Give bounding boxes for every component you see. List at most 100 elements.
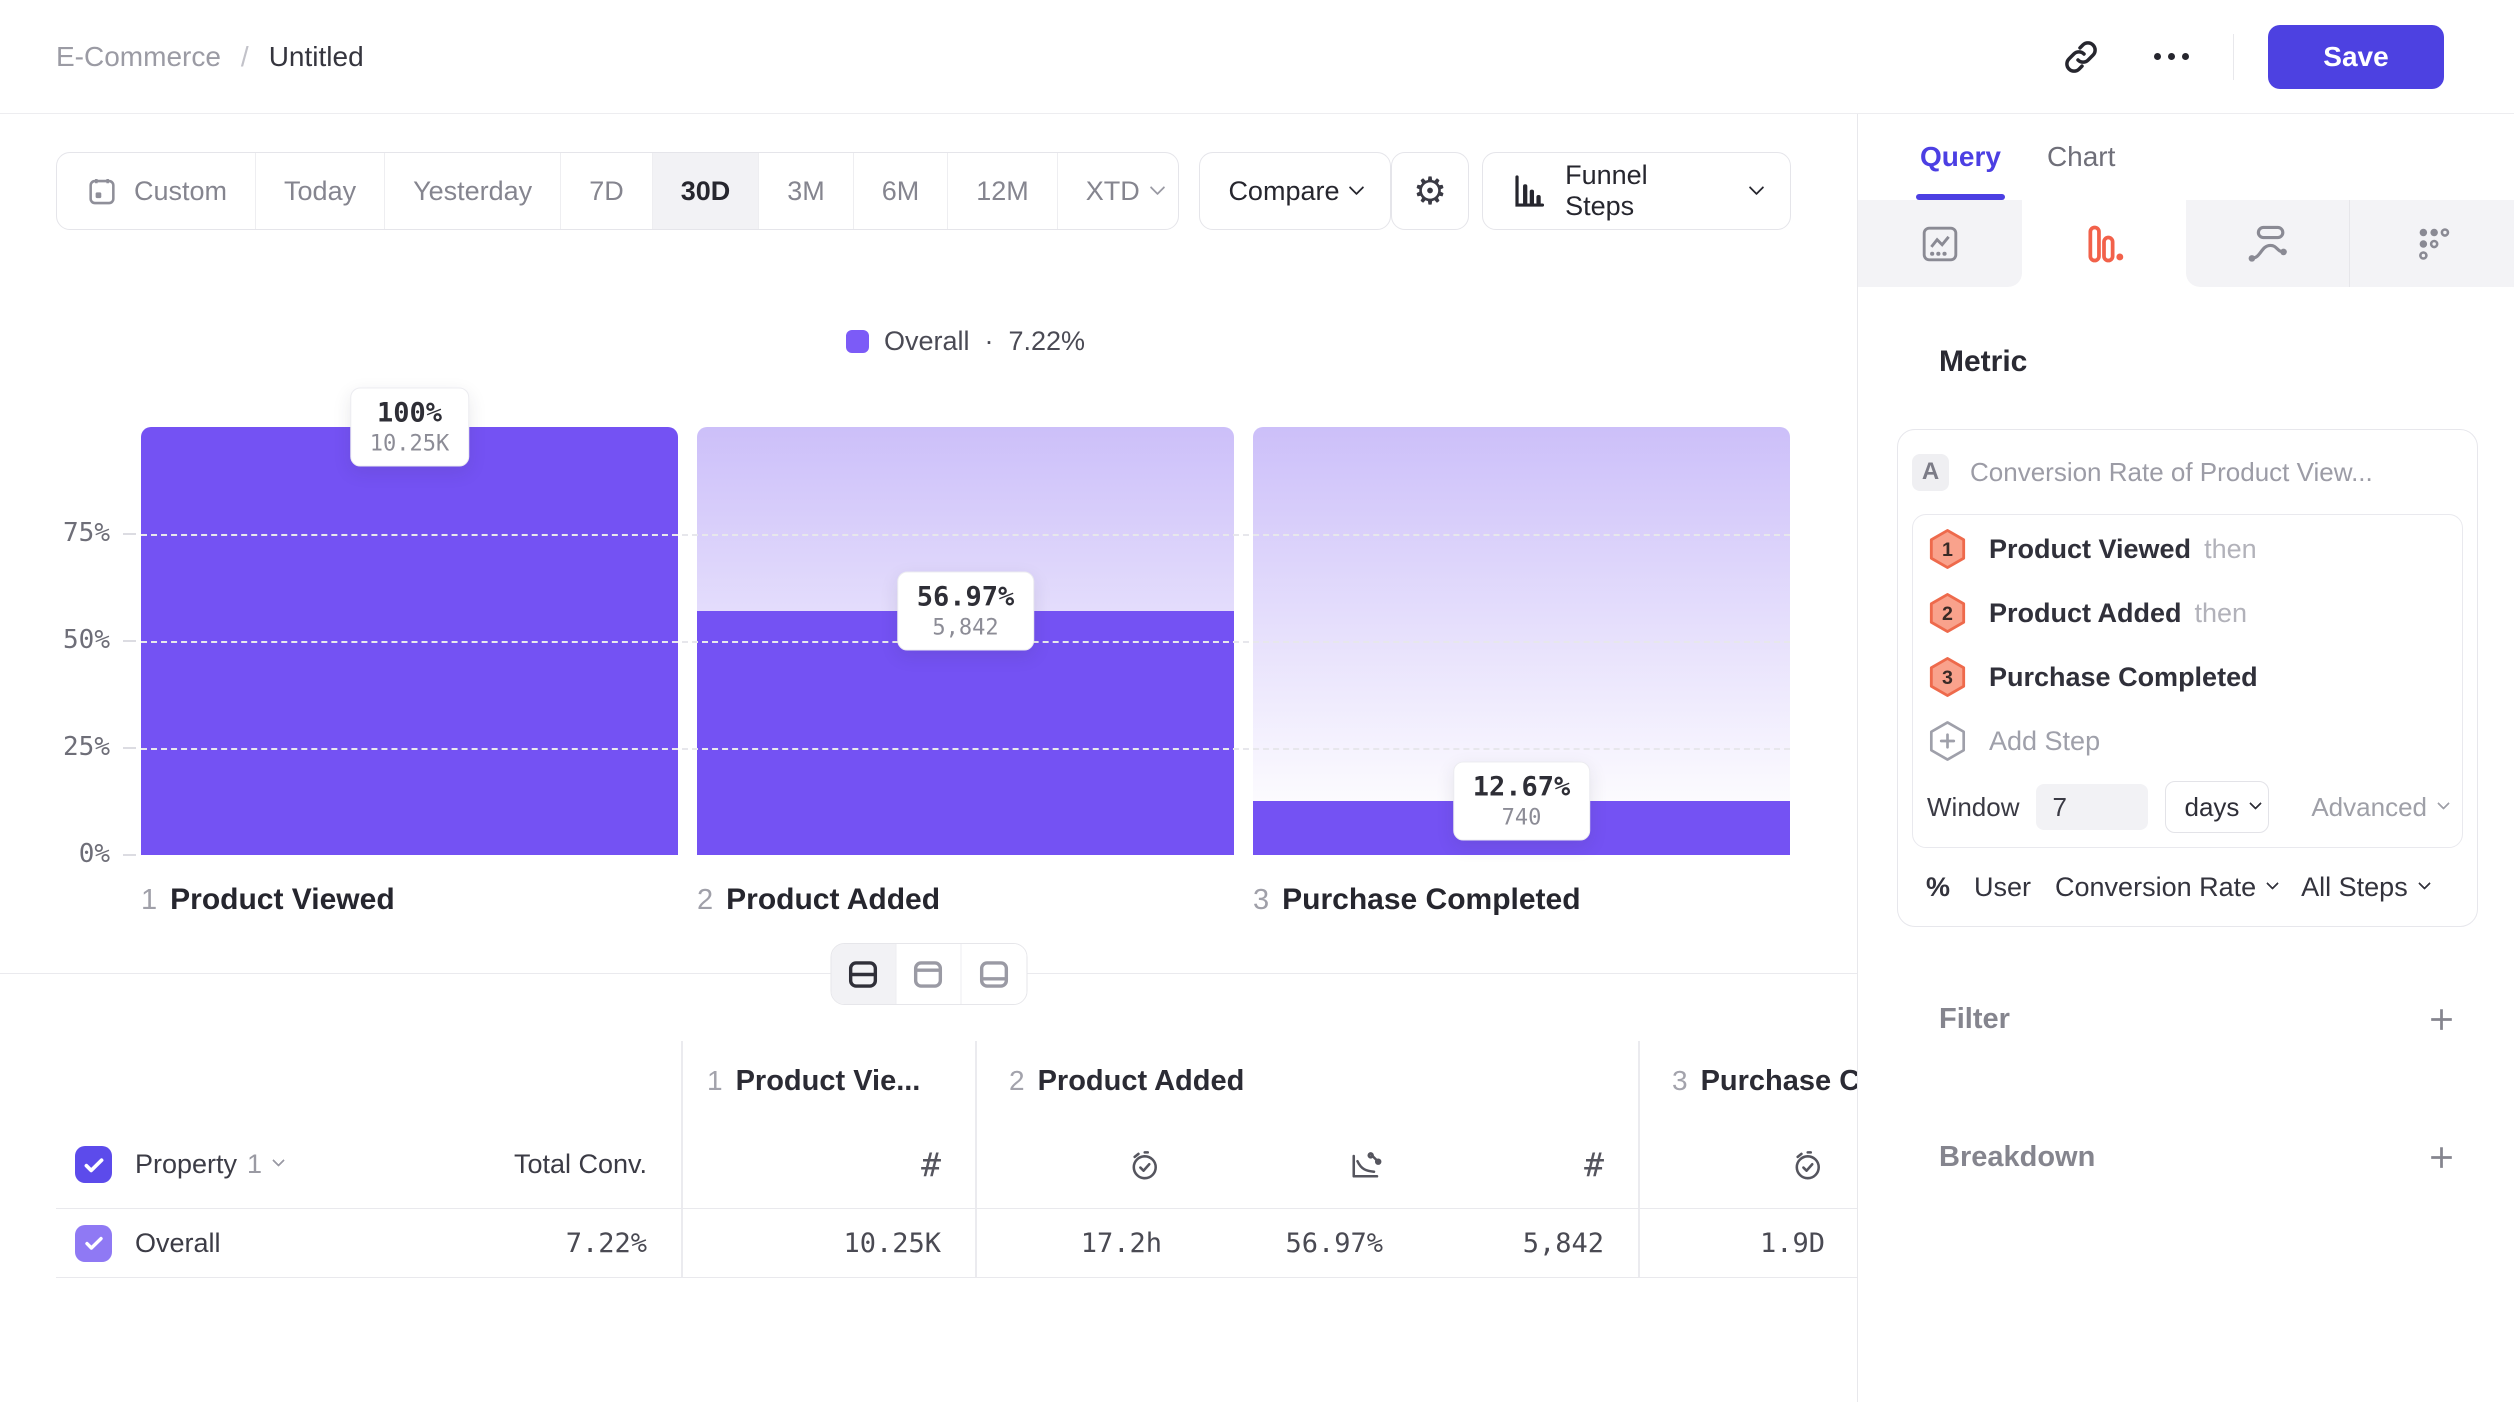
funnel-step-name: Product Viewed	[170, 883, 395, 916]
add-breakdown-button[interactable]	[2425, 1141, 2458, 1174]
select-all-checkbox[interactable]	[75, 1146, 112, 1183]
conversion-chart-icon	[1352, 1151, 1382, 1178]
svg-text:3: 3	[1942, 667, 1953, 689]
layout-split-horizontal-toggle[interactable]	[831, 944, 896, 1004]
results-table: 1 Product Vie... 2 Product Added 3 Purch…	[0, 1041, 1857, 1278]
chart-region: Custom Today Yesterday 7D 30D 3M 6M 12M XTD Comp…	[0, 114, 1857, 1402]
date-range-yesterday[interactable]: Yesterday	[385, 153, 562, 229]
step-then-label: then	[2204, 533, 2257, 564]
compare-button[interactable]: Compare	[1199, 152, 1392, 230]
y-axis-tick-label: 0%	[78, 839, 110, 869]
advanced-dropdown[interactable]: Advanced	[2311, 792, 2450, 823]
table-metric-header-count[interactable]: #	[681, 1121, 975, 1208]
metric-step-1[interactable]: 1 Product Viewed then	[1927, 517, 2448, 581]
date-range-30d[interactable]: 30D	[652, 153, 760, 229]
header-divider	[2233, 33, 2234, 80]
gear-icon: ⚙	[1413, 170, 1448, 213]
table-column-divider	[1638, 1041, 1640, 1278]
layout-panel-top-toggle[interactable]	[896, 944, 961, 1004]
share-link-button[interactable]	[2053, 29, 2109, 85]
funnel-plot: 100% 10.25K 56.97% 5,842 12.67% 740 75% 50% 25%…	[63, 387, 1790, 869]
step-event-name: Purchase Completed	[1989, 661, 2258, 692]
table-metric-header-time[interactable]	[1638, 1121, 1857, 1208]
bar-tooltip-count: 5,842	[932, 615, 999, 641]
add-filter-button[interactable]	[2425, 1003, 2458, 1036]
window-unit-select[interactable]: days	[2165, 781, 2270, 833]
date-range-label: Yesterday	[413, 175, 533, 206]
chevron-down-icon	[2266, 876, 2280, 890]
check-icon	[84, 1157, 103, 1172]
split-horizontal-icon	[848, 960, 878, 988]
breadcrumb-parent[interactable]: E-Commerce	[56, 40, 221, 72]
date-range-label: XTD	[1085, 175, 1140, 206]
bar-tooltip: 12.67% 740	[1452, 761, 1591, 841]
chart-toolbar: Custom Today Yesterday 7D 30D 3M 6M 12M XTD Comp…	[56, 152, 1791, 230]
bar-tooltip-count: 10.25K	[369, 431, 450, 457]
metric-card: A Conversion Rate of Product View... 1 P…	[1897, 429, 2478, 927]
chart-type-tab-grid[interactable]	[2349, 200, 2514, 287]
legend-value: 7.22%	[1008, 326, 1086, 356]
bar-tooltip-count: 740	[1501, 805, 1542, 831]
row-checkbox[interactable]	[75, 1224, 112, 1262]
percent-icon: %	[1926, 871, 1951, 902]
measured-entity[interactable]: User	[1974, 871, 2032, 902]
breadcrumb-current[interactable]: Untitled	[268, 40, 364, 72]
date-range-xtd[interactable]: XTD	[1058, 153, 1179, 229]
table-cell: 17.2h	[975, 1208, 1196, 1278]
table-metric-header-count[interactable]: #	[1417, 1121, 1638, 1208]
date-range-label: 30D	[680, 175, 731, 206]
layout-panel-bottom-toggle[interactable]	[961, 944, 1026, 1004]
legend-item[interactable]: Overall · 7.22%	[141, 326, 1790, 357]
bar-tooltip: 100% 10.25K	[349, 387, 470, 467]
date-range-label: Today	[284, 175, 357, 206]
bar-tooltip: 56.97% 5,842	[896, 571, 1035, 651]
date-range-3m[interactable]: 3M	[759, 153, 854, 229]
table-row-border	[56, 1277, 1857, 1278]
step-hexagon-badge: 2	[1929, 593, 1966, 633]
filter-section: Filter	[1939, 989, 2458, 1049]
tab-chart[interactable]: Chart	[2046, 141, 2116, 172]
bar-tooltip-percent: 12.67%	[1472, 771, 1571, 803]
date-range-12m[interactable]: 12M	[948, 153, 1058, 229]
table-metric-header-time[interactable]	[975, 1121, 1196, 1208]
group-step-label: Product Added	[1037, 1064, 1245, 1097]
add-step-button[interactable]: Add Step	[1927, 709, 2448, 773]
property-header-label[interactable]: Property	[135, 1149, 238, 1179]
date-range-today[interactable]: Today	[256, 153, 386, 229]
step-then-label: then	[2194, 597, 2248, 628]
more-options-button[interactable]	[2143, 29, 2199, 85]
save-button[interactable]: Save	[2268, 24, 2444, 89]
table-cell: 1.9D	[1638, 1208, 1857, 1278]
chevron-down-icon	[272, 1154, 285, 1167]
metric-title-row[interactable]: A Conversion Rate of Product View...	[1912, 448, 2463, 496]
tab-query[interactable]: Query	[1916, 114, 2005, 200]
step-hexagon-badge: 3	[1929, 657, 1966, 697]
chart-settings-button[interactable]: ⚙	[1391, 152, 1469, 230]
table-total-conv-header[interactable]: Total Conv.	[420, 1121, 681, 1208]
date-range-control: Custom Today Yesterday 7D 30D 3M 6M 12M XTD	[56, 152, 1180, 230]
funnel-step-number: 2	[697, 884, 714, 916]
steps-scope-dropdown[interactable]: All Steps	[2301, 872, 2431, 903]
metric-step-3[interactable]: 3 Purchase Completed	[1927, 645, 2448, 709]
window-value-input[interactable]	[2036, 784, 2149, 830]
metric-step-2[interactable]: 2 Product Added then	[1927, 581, 2448, 645]
chart-type-button[interactable]: Funnel Steps	[1481, 152, 1791, 230]
legend-separator: ·	[984, 326, 994, 356]
date-range-custom[interactable]: Custom	[57, 153, 257, 229]
property-header-index: 1	[247, 1149, 263, 1179]
layout-toggle-group	[830, 943, 1027, 1005]
date-range-label: 6M	[881, 175, 920, 206]
measured-as-dropdown[interactable]: Conversion Rate	[2055, 872, 2280, 903]
table-header-border	[56, 1208, 1857, 1209]
date-range-6m[interactable]: 6M	[854, 153, 949, 229]
table-cell: 10.25K	[681, 1208, 975, 1278]
date-range-7d[interactable]: 7D	[561, 153, 653, 229]
chart-type-tab-flow[interactable]	[2185, 200, 2350, 287]
stopwatch-check-icon	[1132, 1150, 1157, 1179]
table-metric-header-conversion[interactable]	[1196, 1121, 1417, 1208]
chart-type-tab-funnel[interactable]	[2021, 200, 2186, 287]
chart-type-tab-line-chart[interactable]	[1858, 200, 2022, 287]
funnel-step-labels: 1 Product Viewed 2 Product Added 3 Purchase C…	[141, 883, 1790, 917]
group-step-number: 1	[707, 1065, 723, 1096]
